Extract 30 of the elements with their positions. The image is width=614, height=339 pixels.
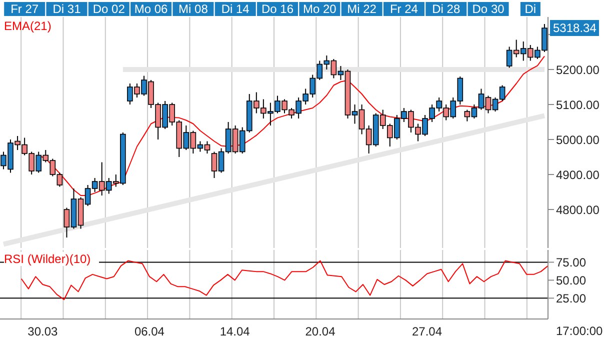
y-tick-label: 4800.00 [556, 202, 600, 217]
x-tick-label: Mi 08 [178, 2, 208, 16]
text: 17:00:00 [556, 324, 603, 338]
y-tick-label: 75.00 [556, 255, 586, 270]
text: EMA(21) [4, 19, 52, 33]
x-tick-label: Di 14 [221, 2, 250, 16]
x-tick-label: Do 30 [472, 2, 505, 16]
x-tick-label: Di 31 [52, 2, 82, 16]
x-tick-label: Mo 20 [302, 2, 337, 16]
x-tick-label: 30.03 [28, 324, 58, 339]
x-tick-label: 20.04 [305, 324, 336, 339]
text: 5318.34 [550, 20, 600, 36]
y-tick-label: 5000.00 [556, 132, 600, 147]
x-tick-label: Do 02 [92, 2, 126, 16]
x-tick-label: Do 16 [261, 2, 294, 16]
x-tick-label: Mi 22 [347, 2, 377, 16]
y-tick-label: 25.00 [556, 291, 586, 306]
y-tick-label: 5100.00 [556, 98, 600, 112]
x-tick-label: Mo 06 [134, 2, 168, 16]
x-tick-label: Fr 24 [390, 2, 418, 16]
y-tick-label: 5200.00 [556, 62, 600, 77]
x-tick-label: Fr 27 [10, 2, 39, 16]
x-tick-label: Di [524, 2, 536, 16]
y-tick-label: 50.00 [556, 273, 586, 288]
x-tick-label: 27.04 [412, 324, 442, 339]
y-tick-label: 4900.00 [556, 168, 600, 182]
series-label: RSI (Wilder)(10) [4, 252, 91, 266]
x-tick-label: Di 28 [432, 2, 460, 16]
x-tick-label: 06.04 [134, 324, 165, 339]
x-tick-label: 14.04 [220, 324, 250, 339]
